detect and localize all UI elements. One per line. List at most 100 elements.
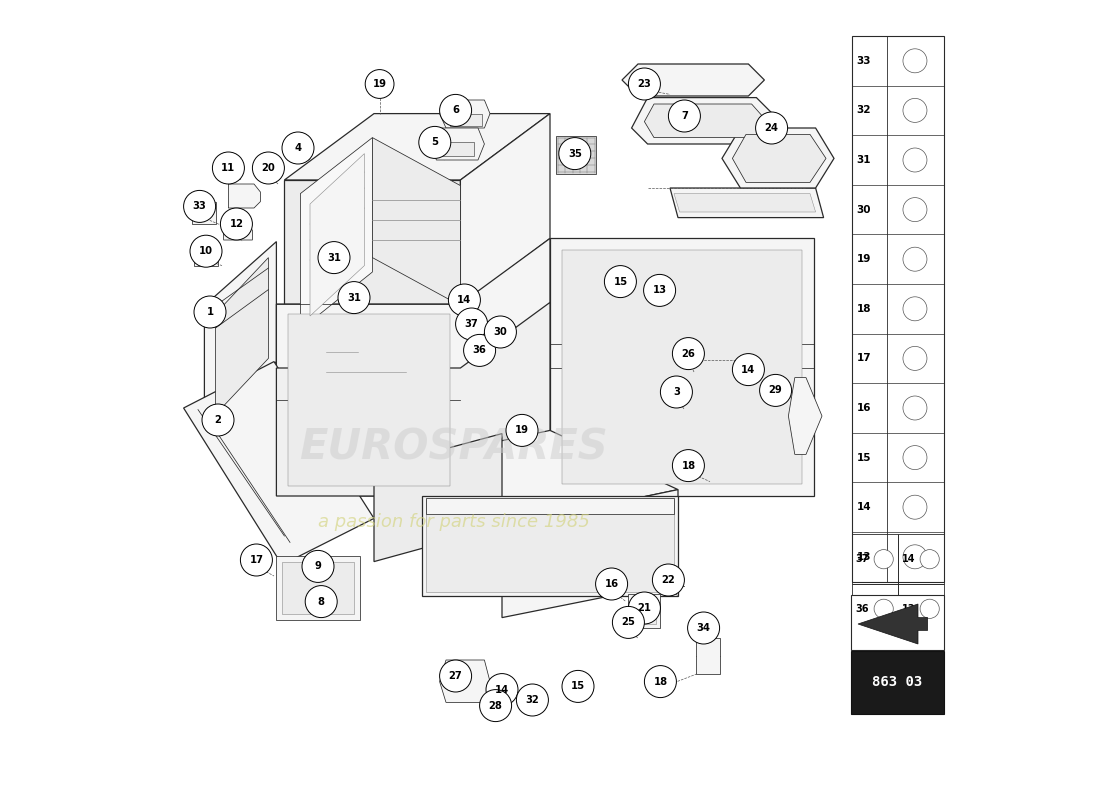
Circle shape [320, 587, 329, 597]
Text: 17: 17 [857, 354, 871, 363]
Text: 9: 9 [315, 562, 321, 571]
Circle shape [455, 308, 487, 340]
Text: 7: 7 [681, 111, 688, 121]
Circle shape [628, 68, 660, 100]
Text: 12: 12 [230, 219, 243, 229]
Polygon shape [695, 638, 719, 674]
Polygon shape [374, 434, 502, 562]
Polygon shape [858, 604, 927, 644]
Polygon shape [300, 138, 373, 330]
Polygon shape [440, 660, 490, 702]
Text: 18: 18 [857, 304, 871, 314]
Text: 33: 33 [192, 202, 207, 211]
Polygon shape [722, 128, 834, 188]
Text: 31: 31 [346, 293, 361, 302]
Circle shape [672, 450, 704, 482]
Text: 14: 14 [741, 365, 756, 374]
Text: 34: 34 [696, 623, 711, 633]
Polygon shape [285, 114, 550, 180]
Polygon shape [310, 154, 364, 316]
Polygon shape [229, 184, 261, 208]
Circle shape [190, 235, 222, 267]
Text: 29: 29 [769, 386, 782, 395]
Circle shape [562, 670, 594, 702]
Text: 19: 19 [373, 79, 386, 89]
Circle shape [440, 660, 472, 692]
Circle shape [559, 138, 591, 170]
Polygon shape [440, 100, 490, 128]
Text: 31: 31 [857, 155, 871, 165]
Circle shape [903, 198, 927, 222]
Circle shape [310, 566, 322, 578]
Circle shape [672, 338, 704, 370]
Circle shape [252, 152, 285, 184]
Circle shape [212, 152, 244, 184]
Polygon shape [645, 104, 764, 138]
Text: 13: 13 [902, 604, 915, 614]
Text: 8: 8 [318, 597, 324, 606]
Polygon shape [276, 302, 550, 496]
Circle shape [903, 49, 927, 73]
Circle shape [903, 396, 927, 420]
Text: 4: 4 [295, 143, 301, 153]
Polygon shape [682, 346, 695, 364]
Polygon shape [550, 238, 814, 496]
Polygon shape [461, 114, 550, 306]
Polygon shape [373, 138, 461, 306]
Text: 14: 14 [857, 502, 871, 512]
Polygon shape [285, 180, 461, 304]
Polygon shape [670, 188, 824, 218]
Circle shape [645, 666, 676, 698]
Text: EUROSPARES: EUROSPARES [299, 427, 608, 469]
Text: 6: 6 [452, 106, 459, 115]
Text: 15: 15 [571, 682, 585, 691]
Polygon shape [216, 258, 268, 414]
Circle shape [484, 316, 516, 348]
Circle shape [874, 550, 893, 569]
Circle shape [760, 374, 792, 406]
Circle shape [660, 376, 692, 408]
Text: 23: 23 [638, 79, 651, 89]
Circle shape [241, 544, 273, 576]
Circle shape [688, 612, 719, 644]
Text: 24: 24 [764, 123, 779, 133]
Circle shape [756, 112, 788, 144]
Text: 36: 36 [473, 346, 486, 355]
Polygon shape [205, 242, 276, 426]
Text: 32: 32 [857, 106, 871, 115]
Text: 11: 11 [221, 163, 235, 173]
Polygon shape [562, 250, 802, 484]
Circle shape [506, 414, 538, 446]
Circle shape [365, 70, 394, 98]
Circle shape [184, 190, 216, 222]
Polygon shape [662, 582, 678, 590]
Circle shape [903, 98, 927, 122]
Polygon shape [426, 498, 674, 514]
Circle shape [733, 354, 764, 386]
Circle shape [302, 550, 334, 582]
Text: 13: 13 [652, 286, 667, 295]
Text: 19: 19 [857, 254, 871, 264]
Circle shape [282, 132, 314, 164]
Circle shape [628, 592, 660, 624]
Circle shape [903, 495, 927, 519]
Circle shape [903, 545, 927, 569]
Text: 37: 37 [856, 554, 869, 564]
Circle shape [903, 247, 927, 271]
Circle shape [652, 564, 684, 596]
Circle shape [449, 284, 481, 316]
Text: a passion for parts since 1985: a passion for parts since 1985 [318, 513, 590, 530]
Text: 20: 20 [262, 163, 275, 173]
Text: 15: 15 [857, 453, 871, 462]
Polygon shape [276, 238, 550, 496]
Text: 25: 25 [621, 618, 636, 627]
Circle shape [419, 126, 451, 158]
Polygon shape [430, 128, 484, 160]
Polygon shape [621, 64, 764, 96]
Text: 37: 37 [464, 319, 478, 329]
Polygon shape [557, 136, 596, 174]
Circle shape [516, 684, 549, 716]
Polygon shape [276, 556, 360, 620]
Polygon shape [789, 378, 822, 454]
Circle shape [220, 208, 252, 240]
